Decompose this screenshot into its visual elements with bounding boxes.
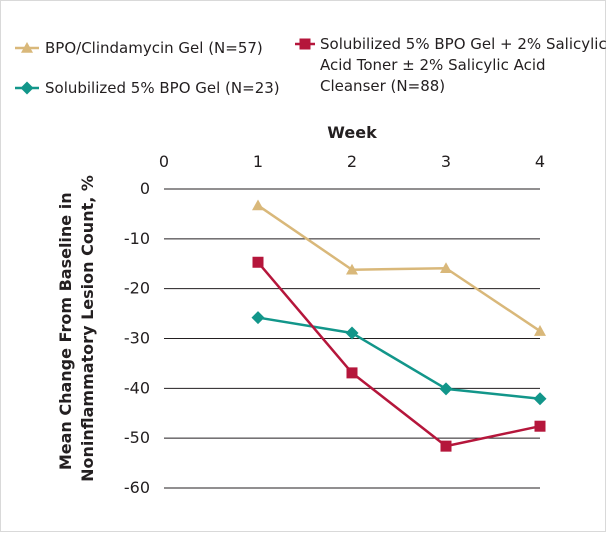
y-tick-label: 0 bbox=[140, 179, 150, 198]
data-point bbox=[533, 392, 547, 406]
series-layer bbox=[251, 199, 547, 452]
series-square bbox=[252, 256, 546, 452]
data-point bbox=[534, 420, 546, 432]
legend-item: BPO/Clindamycin Gel (N=57) bbox=[15, 39, 263, 57]
series-diamond bbox=[251, 311, 547, 406]
y-tick-label: -30 bbox=[124, 329, 150, 348]
x-tick-label: 4 bbox=[535, 152, 545, 171]
y-tick-label: -20 bbox=[124, 279, 150, 298]
x-tick-label: 3 bbox=[441, 152, 451, 171]
data-point bbox=[534, 325, 546, 336]
legend-label: Solubilized 5% BPO Gel + 2% Salicylic Aci… bbox=[320, 35, 607, 95]
legend-marker-square bbox=[299, 38, 311, 50]
legend-label: Solubilized 5% BPO Gel (N=23) bbox=[45, 79, 280, 97]
data-point bbox=[251, 311, 265, 325]
y-tick-label: -60 bbox=[124, 478, 150, 497]
series-line bbox=[257, 316, 541, 401]
series-line bbox=[257, 204, 541, 333]
y-tick-label: -10 bbox=[124, 229, 150, 248]
y-axis-ticks: 0 -10 -20 -30 -40 -50 -60 bbox=[124, 179, 150, 497]
data-point bbox=[440, 440, 452, 452]
data-point bbox=[345, 326, 359, 340]
legend-marker-triangle bbox=[21, 42, 33, 53]
x-axis-ticks: 0 1 2 3 4 bbox=[159, 152, 545, 171]
data-point bbox=[346, 263, 358, 275]
series-line bbox=[257, 261, 541, 448]
y-axis-title: Mean Change From Baseline in Noninflamma… bbox=[56, 175, 97, 482]
x-tick-label: 2 bbox=[347, 152, 357, 171]
data-point bbox=[440, 262, 452, 274]
legend-marker-diamond bbox=[20, 81, 34, 95]
data-point bbox=[252, 256, 264, 268]
legend: BPO/Clindamycin Gel (N=57) Solubilized 5%… bbox=[15, 35, 607, 97]
x-tick-label: 0 bbox=[159, 152, 169, 171]
grid-lines bbox=[164, 188, 540, 489]
data-point bbox=[439, 382, 453, 396]
y-tick-label: -40 bbox=[124, 378, 150, 397]
y-axis-title-line-2: Noninflammatory Lesion Count, % bbox=[78, 175, 97, 482]
series-triangle bbox=[252, 199, 546, 336]
x-axis-title: Week bbox=[327, 123, 377, 142]
y-tick-label: -50 bbox=[124, 428, 150, 447]
legend-item: Solubilized 5% BPO Gel (N=23) bbox=[15, 79, 280, 97]
y-axis-title-line-1: Mean Change From Baseline in bbox=[56, 192, 75, 470]
x-tick-label: 1 bbox=[253, 152, 263, 171]
data-point bbox=[252, 199, 264, 211]
legend-item: Solubilized 5% BPO Gel + 2% Salicylic Aci… bbox=[295, 35, 607, 95]
legend-label: BPO/Clindamycin Gel (N=57) bbox=[45, 39, 263, 57]
data-point bbox=[346, 367, 358, 379]
